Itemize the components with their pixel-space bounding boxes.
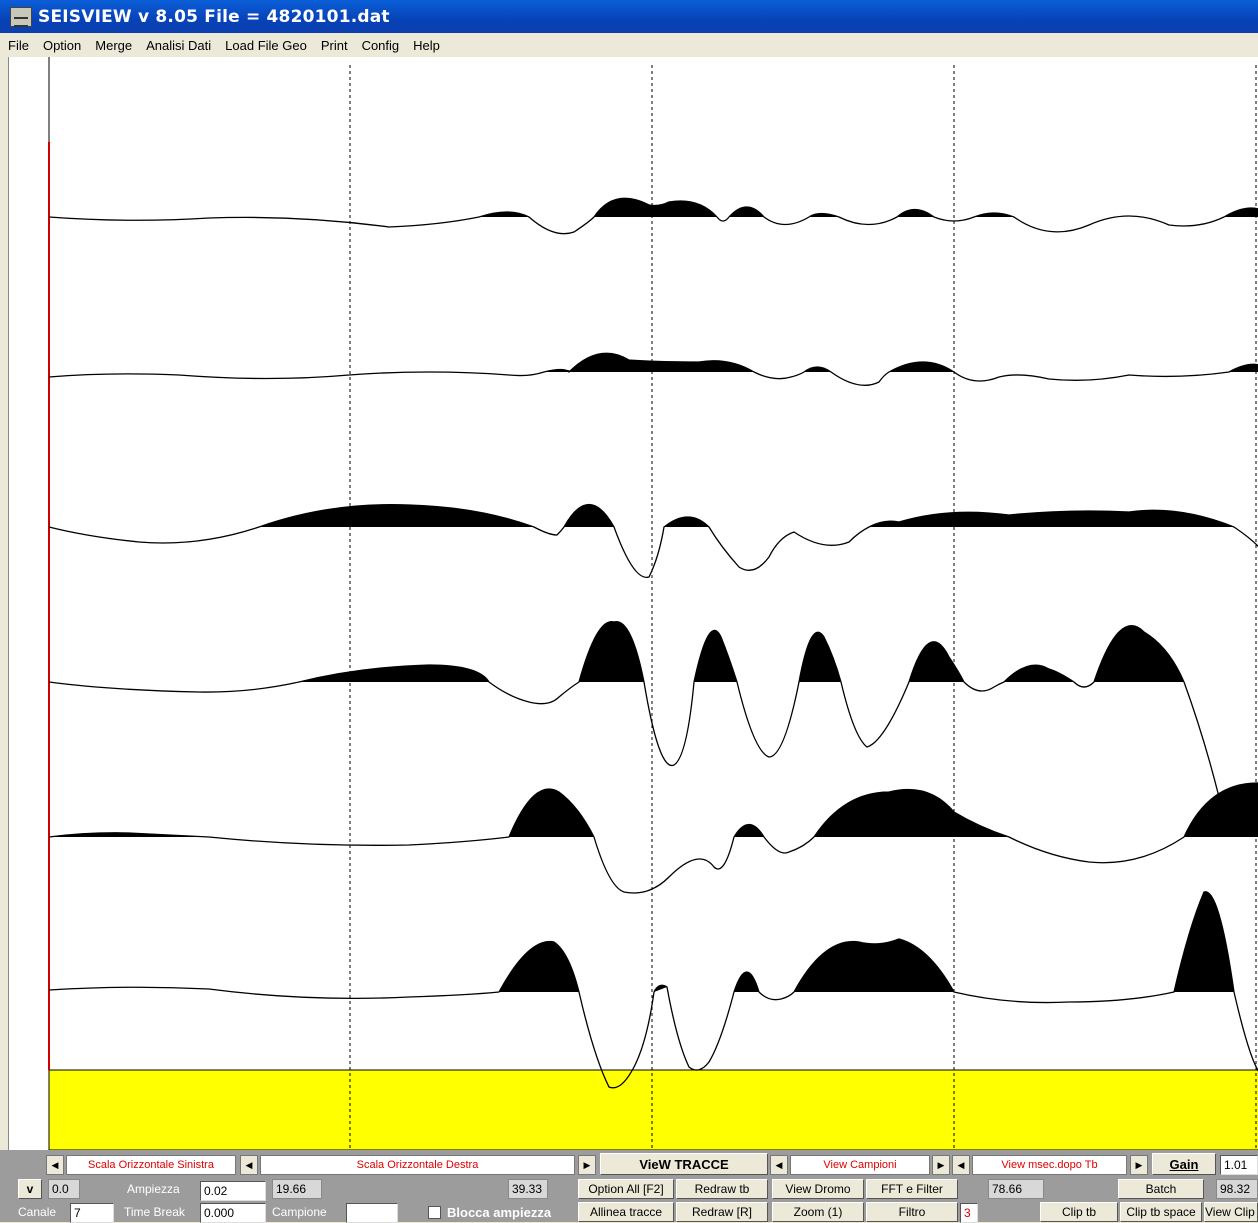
view-clip-button[interactable]: View Clip xyxy=(1204,1202,1258,1222)
time-grid xyxy=(349,65,1257,1150)
campioni-right-arrow[interactable]: ▶ xyxy=(932,1155,950,1175)
menu-file[interactable]: File xyxy=(8,37,29,53)
trace-3 xyxy=(48,503,1258,579)
menu-config[interactable]: Config xyxy=(361,37,400,53)
gain-field[interactable]: 1.01 xyxy=(1220,1155,1258,1175)
clip-tb-button[interactable]: Clip tb xyxy=(1040,1202,1118,1222)
allinea-tracce-button[interactable]: Allinea tracce xyxy=(578,1202,674,1222)
scale-1966-value: 19.66 xyxy=(272,1179,322,1199)
menu-bar: File Option Merge Analisi Dati Load File… xyxy=(0,33,1258,57)
blocca-ampiezza-label: Blocca ampiezza xyxy=(447,1204,552,1220)
redraw-r-button[interactable]: Redraw [R] xyxy=(676,1202,768,1222)
view-dromo-button[interactable]: View Dromo xyxy=(772,1179,864,1199)
gain-button[interactable]: Gain xyxy=(1152,1153,1216,1175)
campione-label: Campione xyxy=(272,1205,327,1219)
traces xyxy=(48,197,1258,1089)
clip-tb-space-button[interactable]: Clip tb space xyxy=(1120,1202,1202,1222)
campione-field[interactable] xyxy=(346,1203,398,1223)
scale-3933-value: 39.33 xyxy=(508,1179,548,1199)
canale-field[interactable]: 7 xyxy=(70,1203,114,1223)
zoom-button[interactable]: Zoom (1) xyxy=(772,1202,864,1222)
blocca-ampiezza-checkbox[interactable]: Blocca ampiezza xyxy=(428,1202,572,1222)
time-break-label: Time Break xyxy=(124,1205,185,1219)
time-break-field[interactable]: 0.000 xyxy=(200,1203,266,1223)
msec-left-arrow[interactable]: ◀ xyxy=(952,1155,970,1175)
trace-canvas xyxy=(48,57,1258,1150)
menu-print[interactable]: Print xyxy=(320,37,348,53)
menu-option[interactable]: Option xyxy=(42,37,82,53)
batch-button[interactable]: Batch xyxy=(1118,1179,1204,1199)
scroll-left-arrow[interactable]: ◀ xyxy=(46,1155,64,1175)
redraw-tb-button[interactable]: Redraw tb xyxy=(676,1179,768,1199)
scala-sinistra-scroll[interactable]: Scala Orizzontale Sinistra xyxy=(66,1155,236,1175)
title-bar: SEISVIEW v 8.05 File = 4820101.dat xyxy=(0,0,1258,33)
scroll-left-arrow-2[interactable]: ◀ xyxy=(240,1155,258,1175)
filtro-button[interactable]: Filtro xyxy=(866,1202,958,1222)
menu-help[interactable]: Help xyxy=(413,37,440,53)
fft-filter-button[interactable]: FFT e Filter xyxy=(866,1179,958,1199)
scala-destra-scroll[interactable]: Scala Orizzontale Destra xyxy=(260,1155,575,1175)
menu-merge[interactable]: Merge xyxy=(95,37,133,53)
bottom-yellow-band xyxy=(48,1069,1258,1150)
app-icon[interactable] xyxy=(10,6,32,27)
trace-4 xyxy=(48,621,1220,798)
view-campioni-scroll[interactable]: View Campioni xyxy=(790,1155,930,1175)
trace-1 xyxy=(48,197,1258,235)
filtro-field[interactable]: 3 xyxy=(960,1203,978,1223)
checkbox-box[interactable] xyxy=(428,1205,441,1219)
menu-load-file-geo[interactable]: Load File Geo xyxy=(225,37,307,53)
view-tracce-button[interactable]: VieW TRACCE xyxy=(600,1153,768,1175)
scale-0-value: 0.0 xyxy=(48,1179,80,1199)
campioni-left-arrow[interactable]: ◀ xyxy=(770,1155,788,1175)
trace-6 xyxy=(48,891,1258,1089)
control-panel: ◀ Scala Orizzontale Sinistra ◀ Scala Ori… xyxy=(0,1150,1258,1223)
seismic-trace-plot[interactable] xyxy=(8,57,1258,1150)
msec-right-arrow[interactable]: ▶ xyxy=(1130,1155,1148,1175)
ampiezza-label: Ampiezza xyxy=(127,1182,180,1196)
window-title: SEISVIEW v 8.05 File = 4820101.dat xyxy=(38,6,390,27)
v-button[interactable]: v xyxy=(18,1179,42,1199)
trace-5 xyxy=(48,782,1258,894)
menu-analisi-dati[interactable]: Analisi Dati xyxy=(146,37,212,53)
view-msec-scroll[interactable]: View msec.dopo Tb xyxy=(972,1155,1127,1175)
scroll-right-arrow[interactable]: ▶ xyxy=(578,1155,596,1175)
scale-9832-value: 98.32 xyxy=(1216,1179,1258,1199)
option-all-button[interactable]: Option All [F2] xyxy=(578,1179,674,1199)
ampiezza-field[interactable]: 0.02 xyxy=(200,1181,266,1201)
trace-2 xyxy=(48,352,1258,386)
canale-label: Canale xyxy=(18,1205,57,1219)
scale-7866-value: 78.66 xyxy=(988,1179,1044,1199)
